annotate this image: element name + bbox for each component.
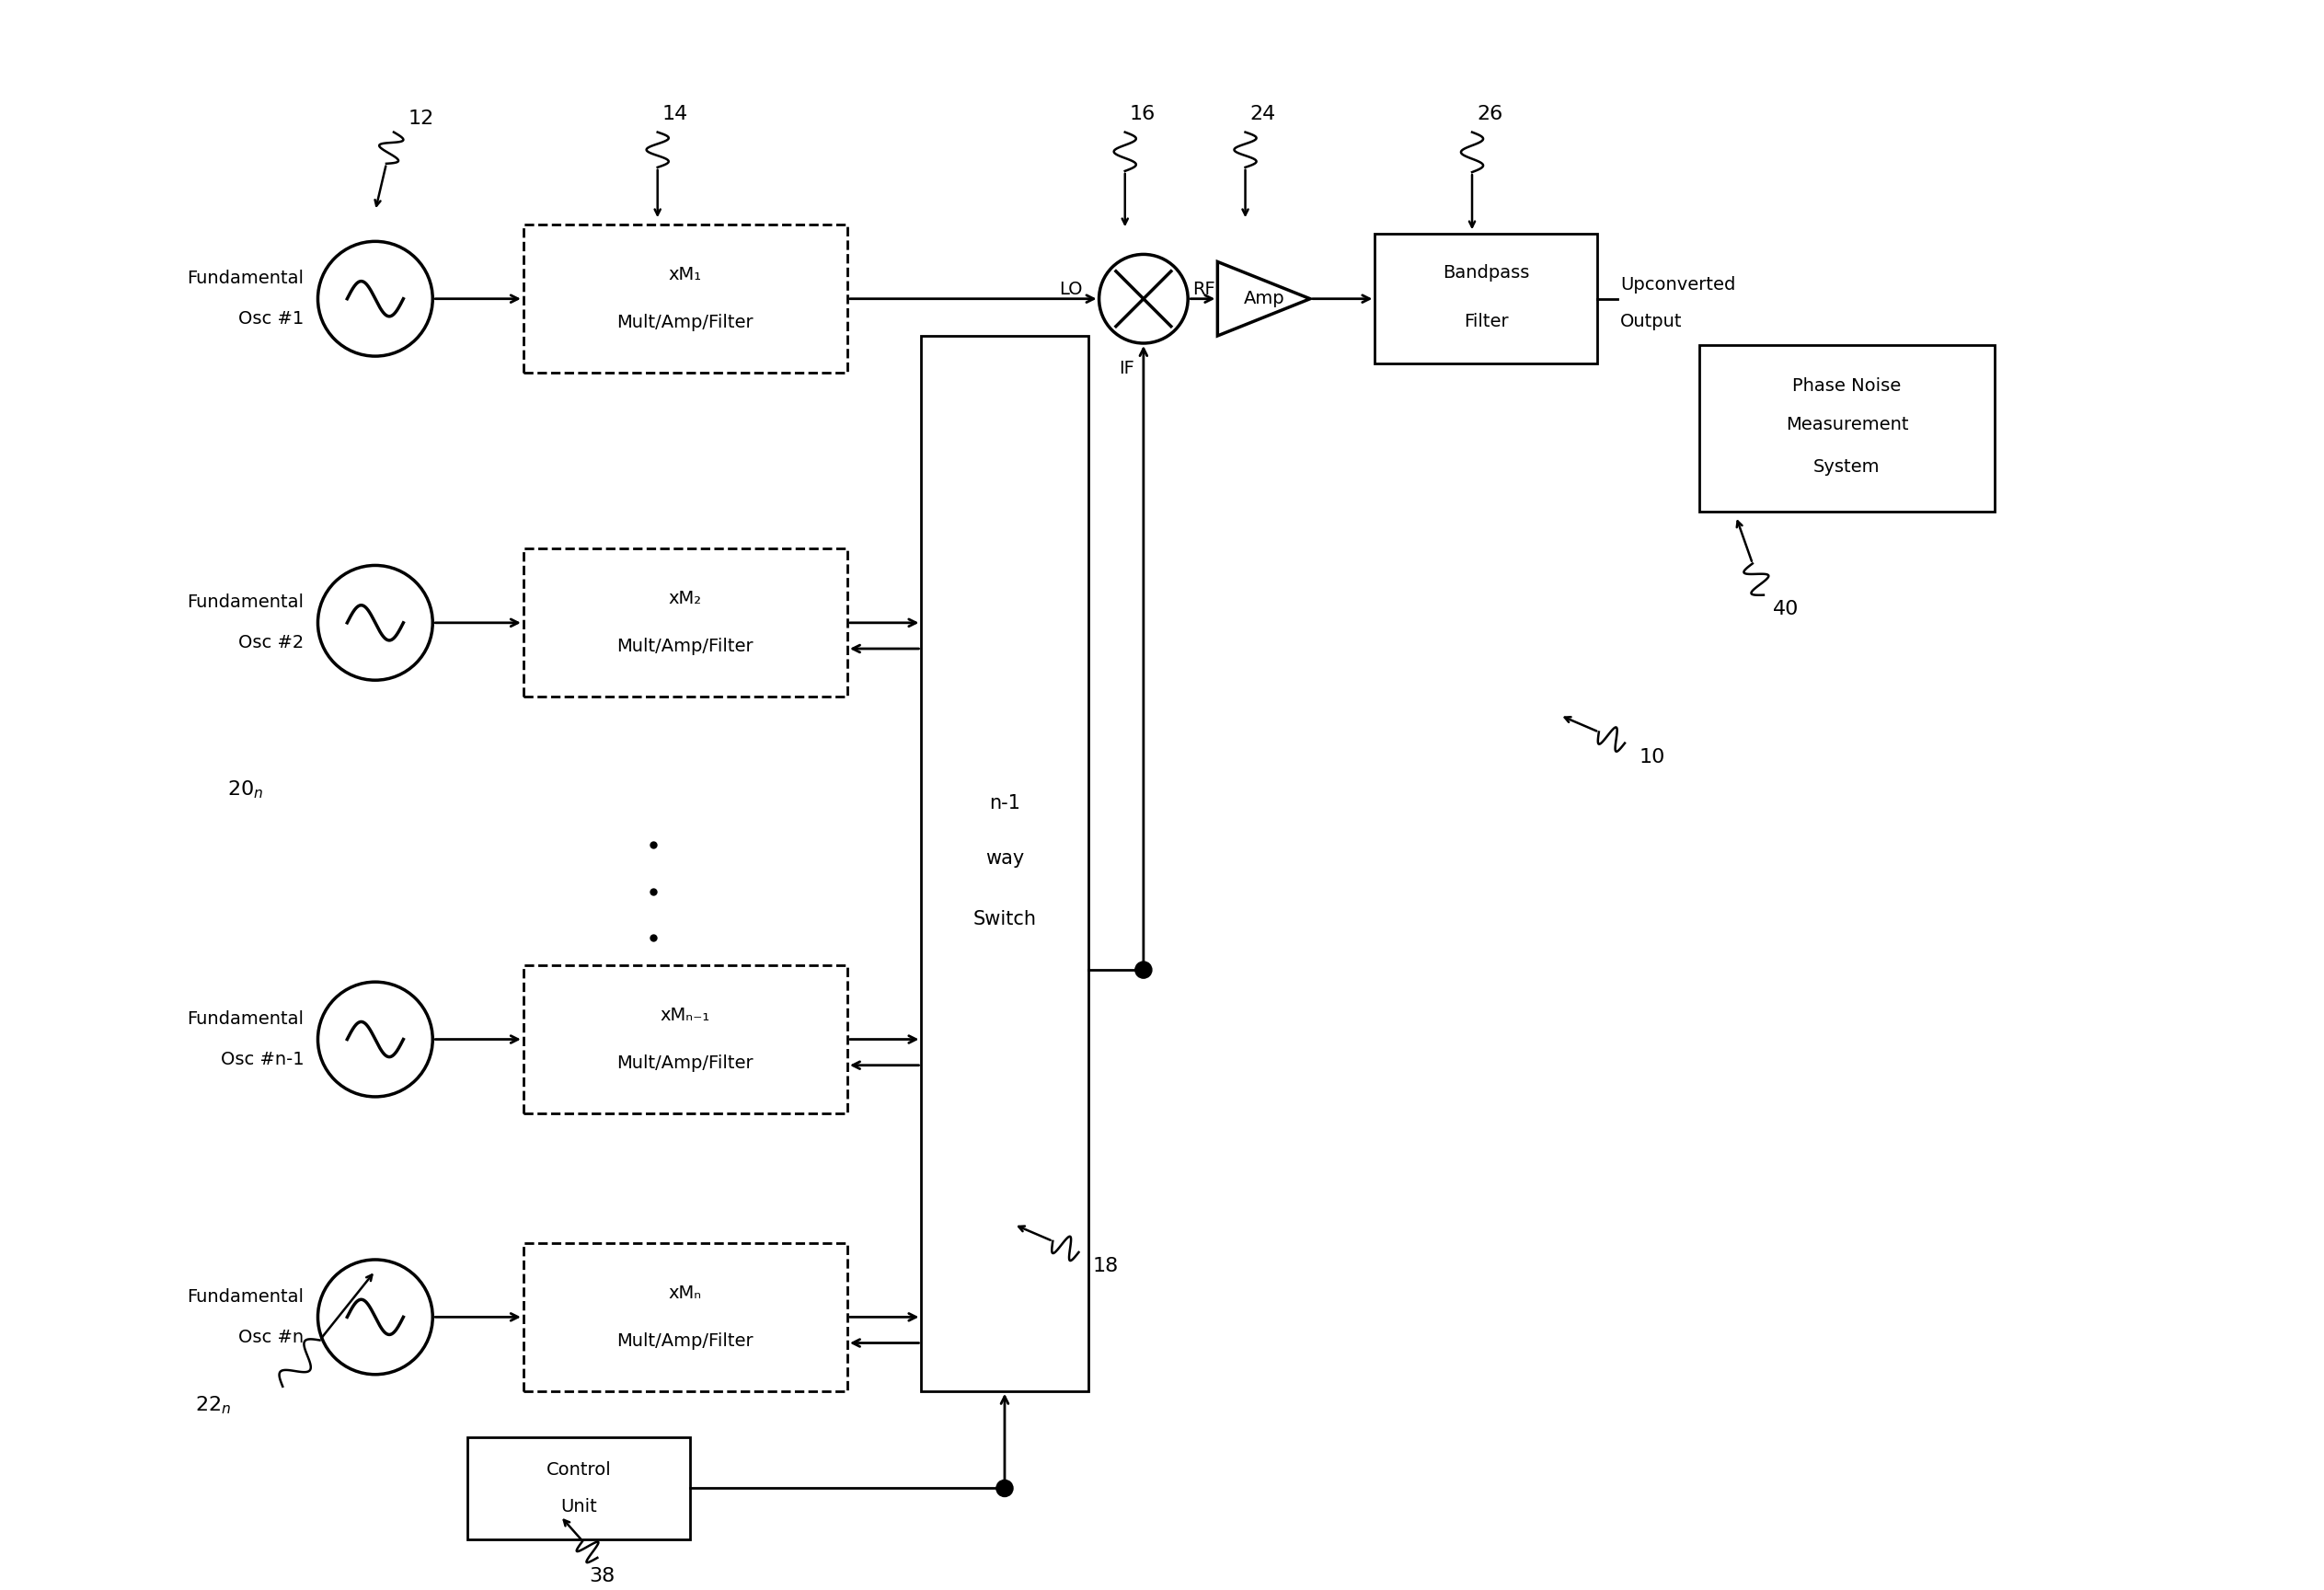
- Bar: [1376, 234, 1597, 364]
- Text: 10: 10: [1638, 747, 1664, 766]
- Text: Amp: Amp: [1243, 289, 1285, 307]
- Text: IF: IF: [1120, 359, 1134, 377]
- Text: Fundamental: Fundamental: [188, 1010, 304, 1027]
- Text: 38: 38: [588, 1568, 616, 1585]
- Text: xM₁: xM₁: [669, 266, 702, 283]
- Text: Osc #n: Osc #n: [239, 1329, 304, 1347]
- Text: Filter: Filter: [1464, 313, 1508, 331]
- Text: 20$_n$: 20$_n$: [228, 779, 263, 800]
- Text: Mult/Amp/Filter: Mult/Amp/Filter: [616, 315, 753, 332]
- Text: n-1: n-1: [990, 793, 1020, 812]
- Text: Unit: Unit: [560, 1498, 597, 1515]
- Circle shape: [1134, 962, 1153, 978]
- Text: 22$_n$: 22$_n$: [195, 1394, 230, 1415]
- Text: 16: 16: [1129, 105, 1155, 122]
- Text: Fundamental: Fundamental: [188, 593, 304, 611]
- Text: Mult/Amp/Filter: Mult/Amp/Filter: [616, 638, 753, 655]
- Bar: [523, 549, 848, 696]
- Bar: [523, 1243, 848, 1391]
- Text: xM₂: xM₂: [669, 590, 702, 607]
- Text: Phase Noise: Phase Noise: [1792, 377, 1901, 394]
- Text: way: way: [985, 849, 1025, 868]
- Text: RF: RF: [1192, 281, 1215, 299]
- Text: 14: 14: [662, 105, 688, 122]
- Text: Mult/Amp/Filter: Mult/Amp/Filter: [616, 1054, 753, 1072]
- Text: Bandpass: Bandpass: [1443, 264, 1529, 281]
- Text: 12: 12: [407, 110, 435, 127]
- Text: LO: LO: [1060, 281, 1083, 299]
- Text: System: System: [1813, 458, 1880, 475]
- Text: Control: Control: [546, 1461, 611, 1479]
- Bar: [467, 1437, 690, 1539]
- Circle shape: [997, 1480, 1013, 1496]
- Text: 18: 18: [1092, 1258, 1118, 1275]
- Text: Upconverted: Upconverted: [1620, 277, 1736, 294]
- Text: Output: Output: [1620, 313, 1683, 331]
- Text: 26: 26: [1476, 105, 1504, 122]
- Text: xMₙ₋₁: xMₙ₋₁: [660, 1006, 711, 1024]
- Bar: [1699, 345, 1994, 512]
- Text: Switch: Switch: [974, 909, 1037, 929]
- Text: 24: 24: [1250, 105, 1276, 122]
- Bar: [523, 224, 848, 372]
- Text: Fundamental: Fundamental: [188, 1288, 304, 1305]
- Text: Osc #2: Osc #2: [239, 634, 304, 652]
- Bar: [523, 965, 848, 1113]
- Bar: [920, 335, 1088, 1391]
- Text: Osc #n-1: Osc #n-1: [221, 1051, 304, 1068]
- Text: Mult/Amp/Filter: Mult/Amp/Filter: [616, 1332, 753, 1350]
- Text: Osc #1: Osc #1: [239, 310, 304, 328]
- Text: Fundamental: Fundamental: [188, 270, 304, 288]
- Text: xMₙ: xMₙ: [669, 1285, 702, 1302]
- Text: Measurement: Measurement: [1785, 417, 1908, 434]
- Text: 40: 40: [1773, 599, 1799, 619]
